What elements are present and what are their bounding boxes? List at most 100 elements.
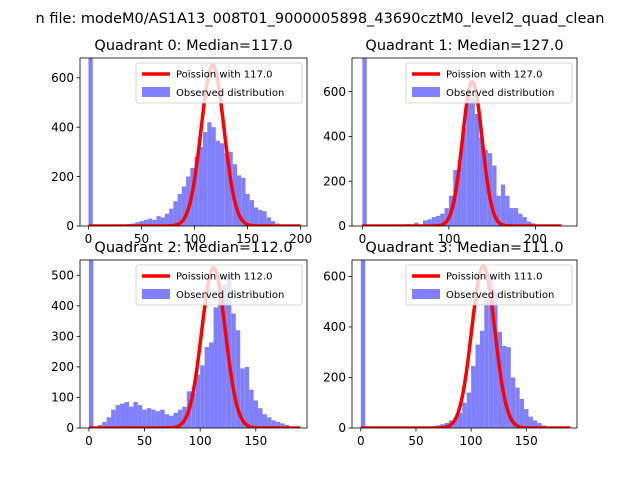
histogram-bar bbox=[275, 421, 281, 428]
histogram-bar bbox=[249, 200, 254, 226]
axes-frame bbox=[351, 259, 578, 429]
histogram-bar bbox=[235, 330, 241, 428]
histogram-bar bbox=[135, 222, 140, 226]
y-tick-label: 400 bbox=[323, 130, 346, 144]
histogram-bar bbox=[475, 344, 480, 428]
histogram-bar bbox=[509, 208, 514, 226]
histogram-bar bbox=[222, 284, 227, 428]
axes-frame bbox=[79, 57, 308, 227]
histogram-bar bbox=[258, 408, 263, 428]
legend-bar-swatch bbox=[412, 87, 440, 97]
poisson-curve bbox=[361, 79, 563, 226]
legend-box bbox=[135, 264, 303, 306]
legend: Poission with 111.0 Observed distribution bbox=[405, 264, 573, 306]
x-tick-label: 200 bbox=[524, 232, 547, 246]
histogram-bar bbox=[457, 412, 463, 428]
histogram-bar bbox=[505, 195, 510, 226]
histogram-bar bbox=[111, 409, 116, 428]
histogram-bar bbox=[492, 165, 497, 226]
histogram-bar bbox=[444, 208, 449, 226]
histogram-bar bbox=[142, 409, 147, 428]
histogram-bar bbox=[160, 217, 165, 226]
histogram-bar bbox=[169, 208, 174, 226]
y-tick-label: 100 bbox=[51, 391, 74, 405]
histogram-bar bbox=[258, 209, 263, 226]
histogram-bar bbox=[496, 195, 501, 226]
histogram-bar bbox=[155, 411, 161, 428]
histogram-bar bbox=[532, 420, 538, 428]
histogram-bar bbox=[502, 345, 507, 428]
x-tick-label: 0 bbox=[359, 232, 367, 246]
legend-label-observed: Observed distribution bbox=[176, 88, 284, 99]
histogram-bar bbox=[518, 213, 523, 226]
histogram-bar bbox=[236, 175, 242, 226]
panel-title: Quadrant 3: Median=111.0 bbox=[365, 240, 563, 256]
histogram-bar bbox=[152, 219, 157, 226]
histogram-bar bbox=[474, 114, 480, 226]
histogram-bar bbox=[470, 98, 475, 226]
y-tick-label: 400 bbox=[51, 120, 74, 134]
histogram-bar bbox=[253, 400, 259, 428]
histogram-bar bbox=[137, 405, 143, 428]
histogram-bar bbox=[360, 260, 366, 428]
axes-frame bbox=[79, 259, 308, 429]
histogram-bar bbox=[139, 221, 144, 226]
histogram-bar bbox=[88, 260, 94, 428]
histogram-bar bbox=[231, 313, 236, 428]
y-tick-label: 0 bbox=[66, 219, 74, 233]
histogram-bar bbox=[493, 291, 498, 428]
legend: Poission with 127.0 Observed distribution bbox=[405, 62, 573, 104]
histogram-bar bbox=[479, 330, 485, 428]
histogram-bar bbox=[519, 398, 525, 428]
legend-label-observed: Observed distribution bbox=[176, 290, 284, 301]
legend: Poission with 112.0 Observed distribution bbox=[135, 264, 303, 306]
panel-title: Quadrant 1: Median=127.0 bbox=[365, 38, 563, 54]
histogram-bar bbox=[515, 387, 520, 428]
histogram-bar bbox=[209, 342, 214, 428]
x-tick-label: 0 bbox=[85, 232, 93, 246]
histogram-bar bbox=[191, 392, 196, 428]
histogram-bar bbox=[200, 365, 205, 428]
y-tick-label: 200 bbox=[323, 371, 346, 385]
panels: 0 50 100 150 200 0 200 400 600 Quadrant 0: Median… bbox=[51, 38, 578, 448]
x-tick-label: 100 bbox=[183, 232, 206, 246]
y-tick-label: 600 bbox=[51, 71, 74, 85]
histogram-bar bbox=[466, 100, 471, 226]
histogram-bar bbox=[483, 149, 488, 226]
histogram-bar bbox=[173, 412, 178, 428]
histogram-bar bbox=[513, 208, 519, 226]
histogram-bar bbox=[169, 415, 174, 428]
legend-box bbox=[135, 62, 303, 104]
histogram-bar bbox=[462, 402, 467, 428]
histogram-bar bbox=[510, 377, 516, 428]
histogram-bar bbox=[249, 389, 254, 428]
histogram-bar bbox=[124, 402, 129, 428]
figure-suptitle: n file: modeM0/AS1A13_008T01_9000005898_… bbox=[36, 11, 605, 27]
histogram-bar bbox=[422, 220, 428, 226]
histogram-bar bbox=[211, 127, 216, 226]
histogram-bar bbox=[435, 215, 441, 226]
histogram-bar bbox=[522, 217, 527, 226]
y-tick-label: 200 bbox=[323, 174, 346, 188]
x-tick-label: 100 bbox=[460, 434, 483, 448]
legend-label-observed: Observed distribution bbox=[446, 88, 554, 99]
histogram-bar bbox=[133, 402, 138, 428]
x-tick-label: 0 bbox=[357, 434, 365, 448]
histogram-bar bbox=[506, 347, 511, 428]
y-tick-label: 600 bbox=[323, 270, 346, 284]
histogram-bar bbox=[173, 201, 178, 226]
legend-label-poisson: Poission with 117.0 bbox=[176, 70, 272, 81]
y-tick-label: 400 bbox=[51, 299, 74, 313]
legend-label-poisson: Poission with 127.0 bbox=[446, 70, 542, 81]
x-tick-label: 50 bbox=[137, 434, 152, 448]
panel-quadrant-3: 0 50 100 150 0 200 400 600 Quadrant 3: Median=11… bbox=[323, 240, 578, 448]
histogram-bar bbox=[488, 276, 494, 428]
y-tick-label: 200 bbox=[51, 170, 74, 184]
x-tick-label: 0 bbox=[85, 434, 93, 448]
histogram-bar bbox=[204, 347, 210, 428]
legend-box bbox=[405, 62, 573, 104]
histogram-bar bbox=[427, 219, 432, 226]
histogram-bar bbox=[271, 420, 276, 428]
histogram-bar bbox=[181, 186, 187, 226]
histogram-bar bbox=[186, 176, 191, 226]
